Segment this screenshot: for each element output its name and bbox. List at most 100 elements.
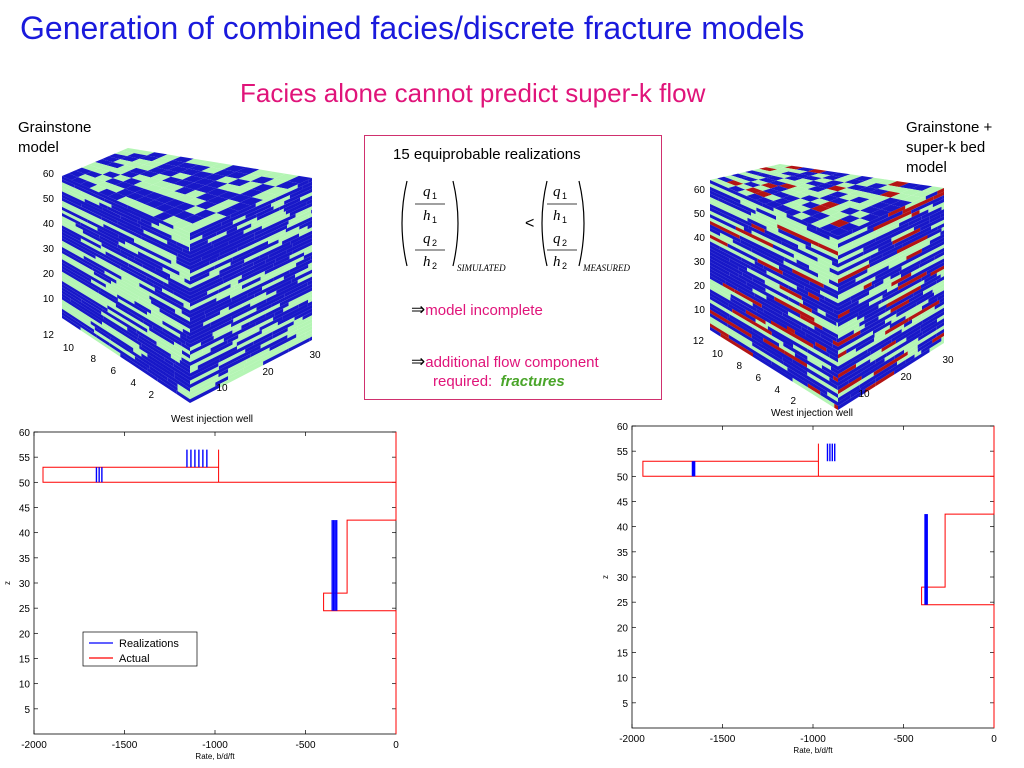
right-cube-caption: West injection well <box>771 408 853 419</box>
facies-cell <box>109 302 150 331</box>
facies-cell <box>297 273 312 284</box>
facies-cell <box>286 333 312 350</box>
facies-cell <box>738 172 756 177</box>
facies-cell <box>134 150 155 156</box>
facies-cell <box>180 236 190 245</box>
facies-cell <box>838 330 873 355</box>
facies-cell <box>163 242 183 256</box>
facies-cell <box>292 241 312 255</box>
facies-cell <box>896 289 933 314</box>
facies-cell <box>283 295 311 313</box>
facies-cell <box>173 179 194 187</box>
facies-cell <box>190 330 233 355</box>
facies-cell <box>784 350 808 368</box>
facies-cell <box>287 322 312 339</box>
facies-cell <box>250 290 277 307</box>
facies-cell <box>739 203 756 215</box>
facies-cell <box>282 303 308 320</box>
facies-cell <box>81 191 112 208</box>
z-tick-label: 60 <box>694 185 706 196</box>
facies-cell <box>217 183 240 192</box>
facies-cell <box>755 173 774 178</box>
facies-cell <box>226 226 238 235</box>
facies-cell <box>62 182 82 195</box>
facies-cell <box>746 281 767 296</box>
facies-cell <box>62 274 98 300</box>
x-tick-label: -1000 <box>800 734 826 745</box>
facies-cell <box>867 329 902 353</box>
facies-cell <box>62 240 100 265</box>
right-cube-z-axis: 60 50 40 30 20 10 <box>694 185 706 316</box>
facies-cell <box>738 273 766 292</box>
facies-cell <box>228 202 251 211</box>
facies-cell <box>90 320 134 352</box>
facies-cell <box>228 293 255 311</box>
facies-cell <box>852 229 877 245</box>
facies-cell <box>62 200 102 224</box>
facies-cell <box>147 329 182 354</box>
facies-cell <box>710 316 753 346</box>
facies-cell <box>855 268 876 283</box>
facies-cell <box>62 173 79 181</box>
facies-cell <box>85 171 103 178</box>
facies-cell <box>251 271 265 282</box>
facies-cell <box>210 303 251 327</box>
facies-cell <box>183 303 190 311</box>
facies-cell <box>929 339 944 353</box>
legend-entry: Actual <box>119 653 150 665</box>
facies-cell <box>792 377 835 408</box>
facies-cell <box>195 201 218 210</box>
facies-cell <box>897 223 915 236</box>
facies-cell <box>710 278 753 307</box>
facies-cell <box>764 229 799 249</box>
facies-cell <box>849 196 870 204</box>
facies-cell <box>203 303 243 327</box>
facies-cell <box>205 180 228 189</box>
facies-cell <box>249 313 266 326</box>
facies-cell <box>144 199 165 209</box>
h2-symbol: h <box>423 254 431 270</box>
facies-cell <box>194 209 217 219</box>
facies-cell <box>864 316 879 328</box>
facies-cell <box>718 197 751 216</box>
x-tick-label: 0 <box>991 734 997 745</box>
facies-cell <box>181 357 190 366</box>
facies-cell <box>162 267 185 282</box>
facies-cell <box>125 241 146 255</box>
facies-cell <box>295 266 312 278</box>
facies-cell <box>838 302 870 323</box>
facies-cell <box>764 201 783 208</box>
facies-cell <box>780 189 799 196</box>
facies-cell <box>891 299 929 324</box>
facies-cell <box>131 174 151 182</box>
facies-cell <box>799 302 812 313</box>
facies-cell <box>784 176 803 181</box>
facies-cell <box>174 194 196 203</box>
facies-cell <box>217 285 235 298</box>
facies-cell <box>297 318 312 330</box>
facies-cell <box>932 198 944 208</box>
facies-cell <box>717 176 734 183</box>
facies-cell <box>62 203 104 228</box>
facies-cell <box>127 256 143 268</box>
facies-cell <box>761 344 783 361</box>
x-tick-label: -2000 <box>21 740 47 751</box>
facies-cell <box>188 164 211 172</box>
facies-cell <box>62 188 85 203</box>
facies-cell <box>141 343 165 362</box>
facies-cell <box>816 226 838 240</box>
facies-cell <box>838 333 861 351</box>
facies-cell <box>870 201 891 210</box>
facies-cell <box>106 162 125 169</box>
facies-cell <box>738 266 765 285</box>
facies-cell <box>788 296 800 307</box>
facies-cell <box>838 321 849 331</box>
facies-cell <box>828 191 849 198</box>
facies-cell <box>134 300 152 314</box>
facies-cell <box>820 290 838 304</box>
facies-cell <box>94 329 135 360</box>
facies-cell <box>801 216 821 224</box>
facies-cell <box>210 339 228 353</box>
facies-cell <box>190 322 211 337</box>
facies-cell <box>752 309 771 325</box>
